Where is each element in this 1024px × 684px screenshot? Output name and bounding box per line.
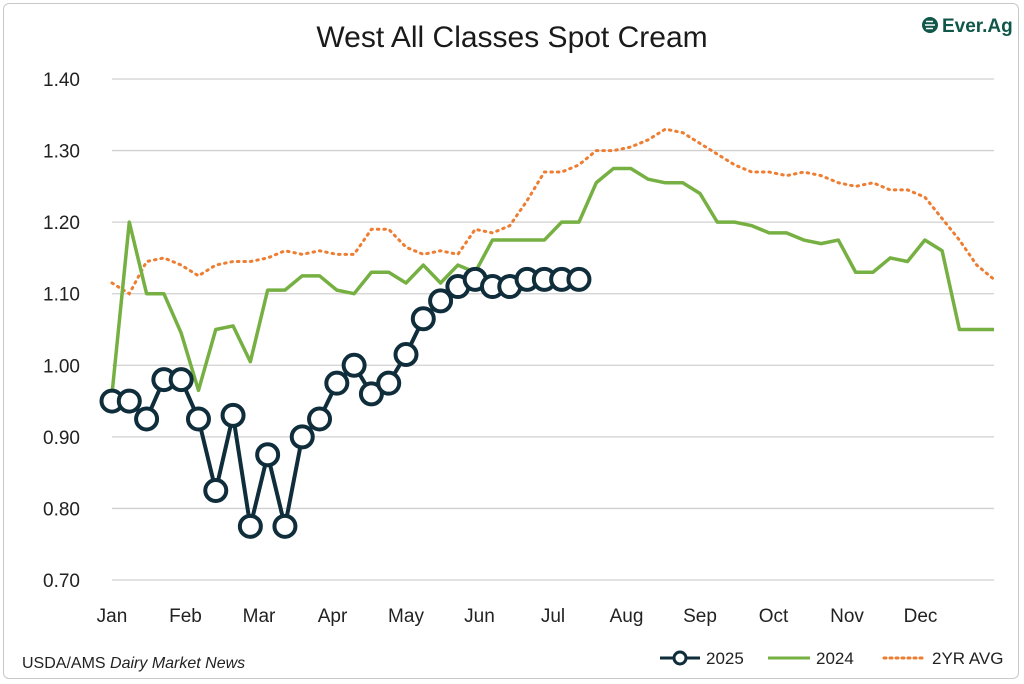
- data-point-2025: [272, 513, 298, 539]
- series-2025: [99, 266, 592, 539]
- source-prefix: USDA/AMS: [22, 655, 106, 672]
- data-point-2025: [255, 442, 281, 468]
- series-2yr-avg: [110, 127, 996, 296]
- chart-title: West All Classes Spot Cream: [316, 21, 707, 54]
- y-tick-label: 1.30: [43, 142, 80, 163]
- x-tick-label: Sep: [683, 606, 717, 627]
- legend-label-2yr-avg: 2YR AVG: [932, 649, 1004, 668]
- legend-label-2025: 2025: [706, 649, 744, 668]
- data-point-2025: [185, 406, 211, 432]
- x-tick-label: Mar: [243, 606, 276, 627]
- series-line-2025: [112, 277, 579, 529]
- data-point-2025: [393, 342, 419, 368]
- data-point-2025: [116, 388, 142, 414]
- legend-label-2024: 2024: [816, 649, 854, 668]
- x-tick-label: Feb: [169, 606, 202, 627]
- y-axis-ticks: 0.70 0.80 0.90 1.00 1.10 1.20 1.30 1.40: [43, 70, 80, 592]
- data-point-2025: [341, 352, 367, 378]
- data-point-2025: [410, 306, 436, 332]
- series-line-2024: [110, 166, 994, 395]
- data-point-2025: [168, 367, 194, 393]
- legend: 2025 2024 2YR AVG: [660, 649, 1004, 668]
- x-tick-label: Aug: [610, 606, 644, 627]
- x-tick-label: Apr: [318, 606, 348, 627]
- ever-ag-logo: Ever.Ag: [922, 16, 1013, 37]
- data-point-2025: [358, 381, 384, 407]
- y-tick-label: 1.40: [43, 70, 80, 91]
- data-point-2025: [134, 406, 160, 432]
- x-tick-label: Dec: [904, 606, 938, 627]
- y-tick-label: 0.70: [43, 571, 80, 592]
- source-italic: Dairy Market News: [110, 655, 245, 672]
- x-tick-label: Jul: [541, 606, 565, 627]
- data-point-2025: [289, 424, 315, 450]
- data-point-2025: [237, 513, 263, 539]
- data-point-2025: [220, 402, 246, 428]
- series-line-2yr-avg: [110, 127, 996, 296]
- legend-marker-2025: [672, 650, 688, 666]
- data-point-2025: [324, 370, 350, 396]
- x-tick-label: May: [388, 606, 424, 627]
- y-tick-label: 1.20: [43, 213, 80, 234]
- y-tick-label: 0.90: [43, 428, 80, 449]
- y-tick-label: 1.00: [43, 356, 80, 377]
- x-tick-label: Oct: [759, 606, 789, 627]
- source-note: USDA/AMS Dairy Market News: [22, 655, 245, 672]
- logo-mark-icon: [922, 17, 938, 33]
- legend-item-2025: 2025: [660, 649, 744, 668]
- series-2024: [110, 166, 994, 395]
- legend-item-2024: 2024: [768, 649, 854, 668]
- x-tick-label: Nov: [830, 606, 864, 627]
- y-tick-label: 0.80: [43, 499, 80, 520]
- legend-item-2yr-avg: 2YR AVG: [882, 649, 1004, 668]
- gridlines: [112, 78, 994, 581]
- x-axis-ticks: Jan Feb Mar Apr May Jun Jul Aug Sep Oct Nov Dec: [97, 606, 938, 627]
- data-point-2025: [376, 370, 402, 396]
- chart-frame: [3, 3, 1019, 679]
- data-point-2025: [566, 266, 592, 292]
- data-point-2025: [307, 406, 333, 432]
- data-point-2025: [428, 288, 454, 314]
- data-point-2025: [203, 478, 229, 504]
- x-tick-label: Jan: [97, 606, 128, 627]
- logo-text: Ever.Ag: [942, 16, 1013, 37]
- y-tick-label: 1.10: [43, 285, 80, 306]
- x-tick-label: Jun: [464, 606, 495, 627]
